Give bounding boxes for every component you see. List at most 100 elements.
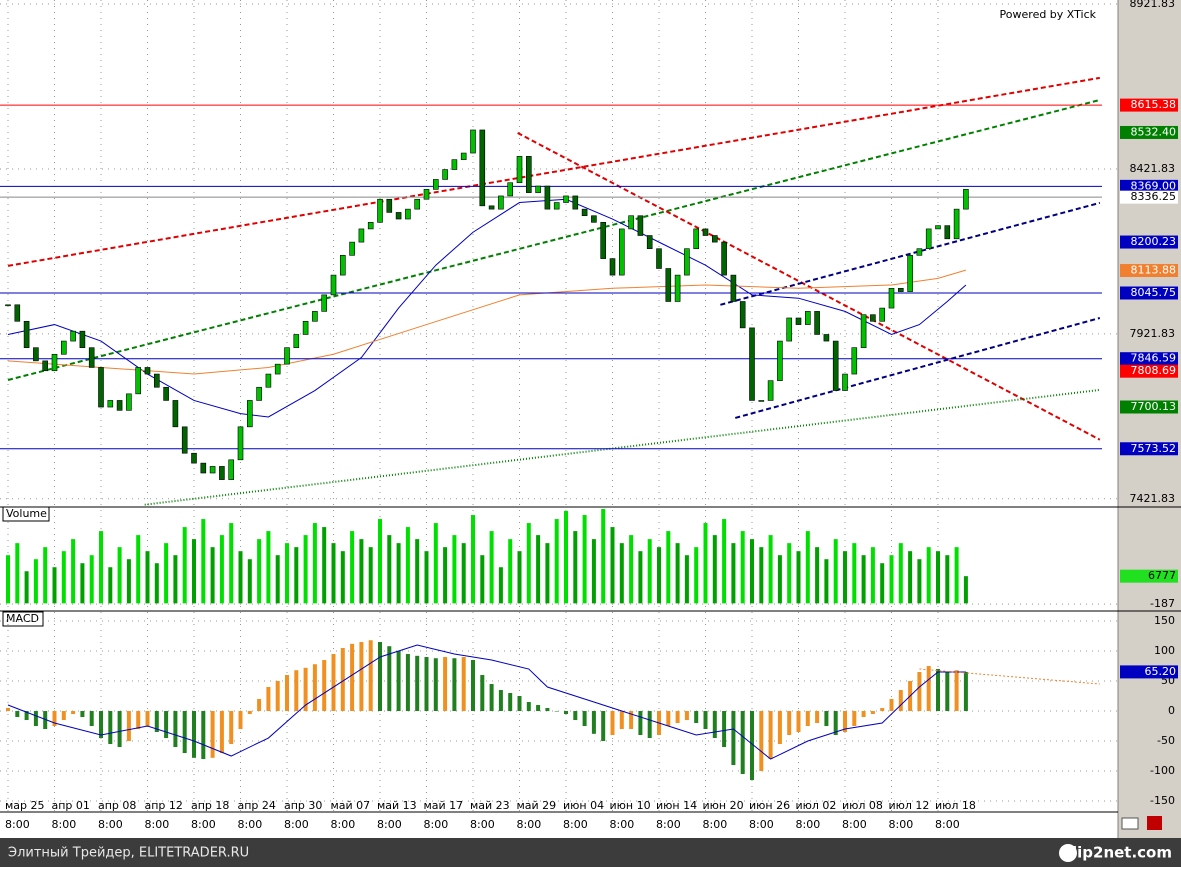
macd-bar — [247, 711, 252, 715]
macd-bar — [210, 711, 215, 758]
macd-bar — [219, 711, 224, 754]
volume-bar — [833, 539, 838, 604]
macd-bar — [340, 648, 345, 712]
volume-bar — [387, 535, 392, 604]
candle — [721, 241, 727, 276]
candle — [321, 294, 328, 312]
candle — [33, 347, 39, 362]
macd-bar — [517, 696, 522, 712]
macd-bar — [861, 711, 866, 718]
trendline — [7, 98, 1101, 381]
icon-button[interactable] — [1121, 817, 1139, 830]
volume-bar — [787, 543, 792, 604]
candle — [749, 327, 755, 401]
macd-bar — [61, 711, 66, 721]
macd-bar — [126, 711, 131, 742]
candle — [470, 129, 476, 154]
volume-bar — [954, 547, 959, 604]
status-bar — [0, 838, 1181, 867]
candle — [897, 287, 904, 292]
macd-bar — [154, 711, 159, 733]
candle — [711, 235, 718, 243]
macd-bar — [6, 708, 10, 712]
macd-bar — [405, 654, 410, 712]
level-label: 8532.40 — [1131, 125, 1177, 138]
volume-bar — [219, 535, 224, 604]
axis-panel — [1118, 0, 1181, 838]
volume-bar — [303, 535, 308, 604]
macd-bar — [396, 651, 401, 712]
volume-bar — [777, 555, 782, 604]
volume-bar — [99, 531, 103, 604]
x-tick-label: 8:00 — [98, 818, 123, 831]
macd-bar — [294, 670, 299, 712]
candle — [860, 314, 867, 348]
macd-bar — [852, 711, 857, 727]
candle — [525, 156, 532, 193]
macd-bar — [694, 711, 699, 724]
macd-bar — [666, 711, 671, 727]
volume-bar — [433, 523, 438, 604]
volume-bar — [275, 555, 280, 604]
candle — [591, 215, 597, 223]
volume-bar — [908, 551, 913, 604]
panel-label: MACD — [6, 612, 39, 625]
panel-label: Volume — [6, 507, 47, 520]
macd-bar — [275, 681, 280, 712]
candle — [144, 367, 151, 375]
candle — [358, 228, 365, 243]
volume-bar — [24, 571, 29, 604]
volume-bar — [359, 539, 364, 604]
macd-bar — [936, 669, 940, 712]
macd-bar — [787, 711, 792, 736]
volume-bar — [368, 547, 373, 604]
volume-bar — [870, 547, 875, 604]
last-value-box — [1120, 569, 1178, 583]
level-label-box — [1120, 364, 1178, 378]
candle — [70, 330, 76, 342]
level-label: 8045.75 — [1131, 286, 1177, 299]
x-tick-label: 8:00 — [377, 818, 402, 831]
candle — [79, 330, 86, 348]
macd-bar — [433, 658, 438, 712]
macd-bar — [164, 711, 169, 739]
x-tick-label: июн 14 — [656, 799, 697, 812]
x-tick-label: май 29 — [517, 799, 557, 812]
volume-bar — [582, 515, 587, 604]
candle — [888, 287, 895, 309]
macd-bar — [43, 711, 48, 730]
y-tick-label: 8421.83 — [1130, 162, 1176, 175]
macd-bar — [359, 642, 364, 712]
candle — [777, 340, 783, 381]
candle — [488, 205, 495, 210]
volume-bar — [675, 543, 680, 604]
volume-bar — [312, 523, 317, 604]
macd-bar — [471, 660, 475, 712]
candle — [925, 228, 932, 250]
macd-bar — [945, 672, 950, 712]
x-tick-label: 8:00 — [238, 818, 263, 831]
volume-bar — [294, 547, 299, 604]
candle — [823, 334, 830, 342]
trendline — [517, 132, 1101, 441]
icon-button[interactable] — [1147, 816, 1162, 830]
volume-bar — [415, 539, 420, 604]
level-label-box — [1120, 179, 1178, 193]
volume-bar — [945, 555, 950, 604]
x-tick-label: 8:00 — [703, 818, 728, 831]
volume-bar — [657, 547, 661, 604]
x-tick-label: 8:00 — [52, 818, 77, 831]
macd-bar — [843, 711, 847, 733]
x-tick-label: 8:00 — [796, 818, 821, 831]
volume-bar — [684, 555, 689, 604]
volume-bar — [647, 539, 652, 604]
macd-bar — [24, 711, 29, 721]
volume-bar — [564, 511, 568, 604]
volume-bar — [89, 555, 94, 604]
volume-bar — [591, 539, 596, 604]
candle — [767, 380, 774, 401]
candle — [442, 169, 448, 180]
macd-bar — [917, 672, 922, 712]
level-label-box — [1120, 352, 1178, 366]
